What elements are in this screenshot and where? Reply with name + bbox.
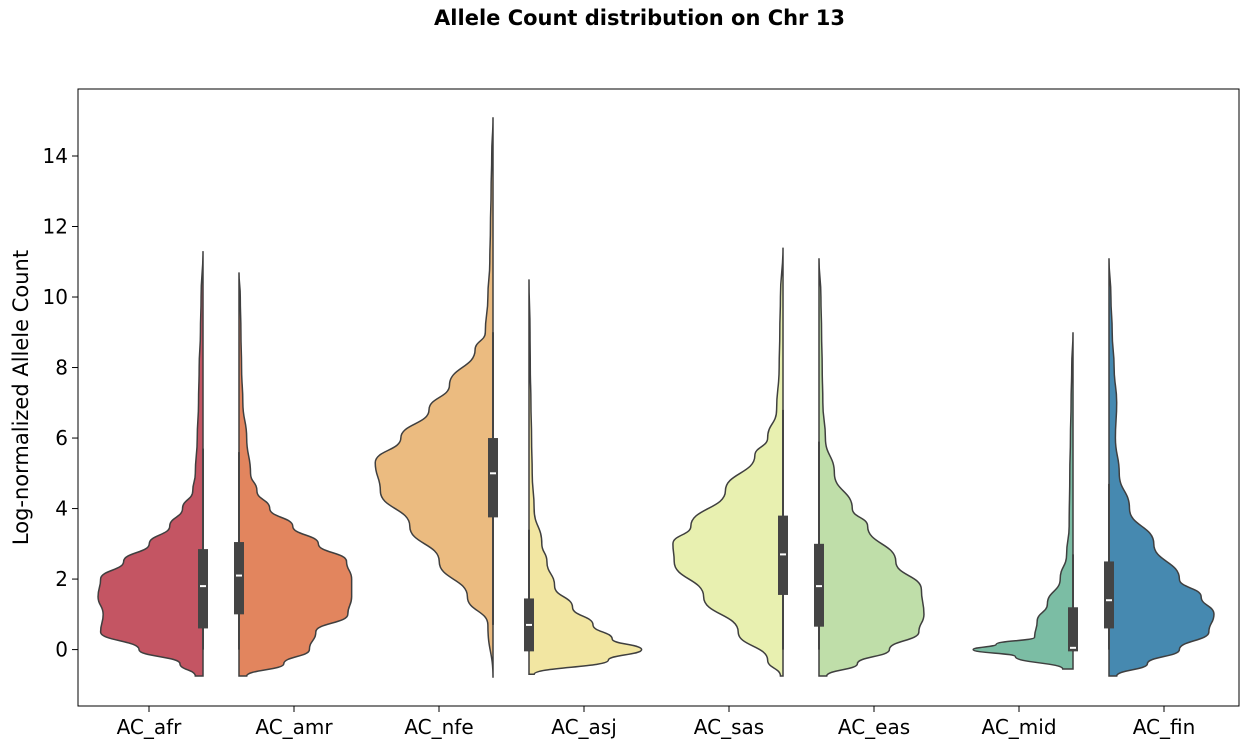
y-tick-label: 10 [43,285,68,309]
violins-group [97,117,1215,678]
x-tick-label: AC_mid [981,715,1056,739]
violin-AC_mid [972,332,1074,670]
y-tick-label: 2 [55,567,68,591]
x-axis: AC_afr AC_amr AC_nfe AC_asj AC_sas AC_eas AC_m… [117,706,1196,739]
violin-AC_afr [97,251,204,677]
x-tick-label: AC_fin [1133,715,1196,739]
iqr-box-AC_mid [1068,607,1078,652]
plot-frame [77,88,1240,707]
violin-AC_amr [238,272,353,677]
violin-AC_nfe [374,117,494,678]
violin-AC_asj [528,279,643,676]
y-axis: 0 2 4 6 8 10 12 14 [43,144,78,662]
x-tick-label: AC_asj [551,715,617,739]
iqr-box-AC_amr [234,542,244,615]
violin-AC_sas [672,247,784,677]
y-tick-label: 0 [55,638,68,662]
iqr-box-AC_fin [1104,561,1114,629]
x-tick-label: AC_afr [117,715,183,739]
y-tick-label: 4 [55,497,68,521]
violin-AC_eas [818,258,925,677]
y-axis-label: Log-normalized Allele Count [9,250,33,545]
iqr-box-AC_afr [198,549,208,629]
boxes-group [198,332,1114,652]
x-tick-label: AC_eas [838,715,910,739]
y-tick-label: 14 [43,144,68,168]
y-tick-label: 12 [43,215,68,239]
chart-title: Allele Count distribution on Chr 13 [434,6,845,30]
violin-AC_fin [1108,258,1215,677]
y-tick-label: 8 [55,356,68,380]
x-tick-label: AC_sas [694,715,764,739]
x-tick-label: AC_amr [255,715,333,739]
x-tick-label: AC_nfe [404,715,473,739]
y-tick-label: 6 [55,426,68,450]
iqr-box-AC_nfe [488,438,498,518]
